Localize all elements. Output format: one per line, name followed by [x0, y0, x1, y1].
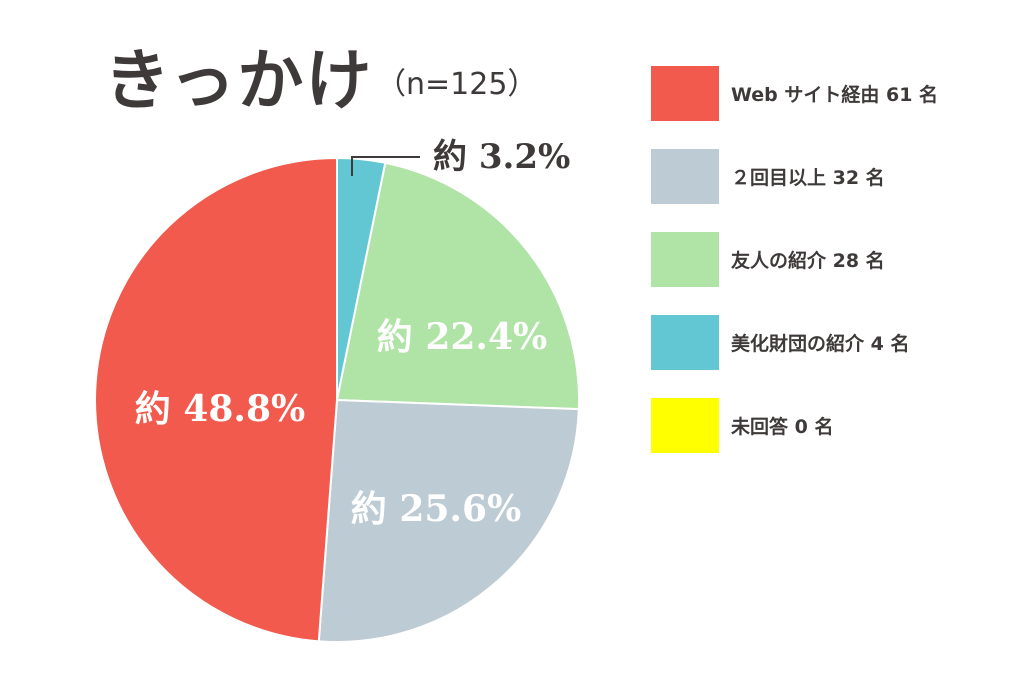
legend-swatch-web	[651, 66, 719, 121]
legend-swatch-repeat	[651, 149, 719, 204]
legend-label-friend: 友人の紹介 28 名	[731, 250, 885, 272]
slice-label-web: 約 48.8%	[135, 388, 305, 430]
legend-item-no-answer: 未回答 0 名	[651, 398, 833, 453]
pie-slice-web	[94, 157, 338, 643]
legend-item-repeat: ２回目以上 32 名	[651, 149, 885, 204]
legend-swatch-foundation	[651, 315, 719, 370]
legend-label-foundation: 美化財団の紹介 4 名	[731, 333, 910, 355]
slice-label-friend: 約 22.4%	[377, 316, 547, 358]
leader-line	[351, 156, 420, 176]
legend-item-web: Web サイト経由 61 名	[651, 66, 938, 121]
legend-label-repeat: ２回目以上 32 名	[731, 167, 885, 189]
legend-item-friend: 友人の紹介 28 名	[651, 232, 885, 287]
pie-slice-friend	[336, 161, 580, 411]
pie-slice-repeat	[317, 399, 580, 643]
legend-swatch-no-answer	[651, 398, 719, 453]
chart-subtitle: （n=125）	[376, 67, 538, 102]
slice-label-foundation: 約 3.2%	[433, 137, 570, 177]
chart-title: きっかけ	[104, 42, 374, 119]
legend-swatch-friend	[651, 232, 719, 287]
legend-item-foundation: 美化財団の紹介 4 名	[651, 315, 909, 370]
slice-label-repeat: 約 25.6%	[351, 488, 521, 530]
legend-label-no-answer: 未回答 0 名	[731, 416, 834, 438]
legend-label-web: Web サイト経由 61 名	[731, 84, 939, 106]
